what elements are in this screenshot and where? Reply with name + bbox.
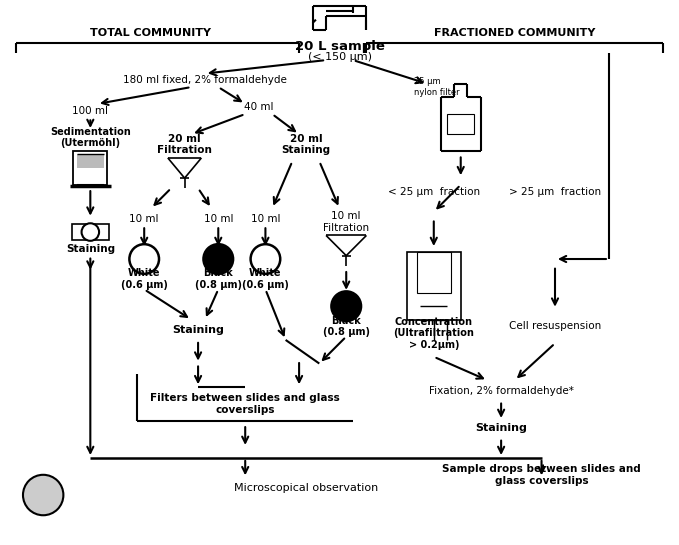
Text: Sample drops between slides and
glass coverslips: Sample drops between slides and glass co… xyxy=(442,464,641,486)
Text: 20 ml
Staining: 20 ml Staining xyxy=(281,134,331,155)
Text: Black
(0.8 μm): Black (0.8 μm) xyxy=(323,316,370,337)
Text: (< 150 μm): (< 150 μm) xyxy=(308,52,371,62)
Ellipse shape xyxy=(23,475,63,515)
Bar xyxy=(77,154,104,168)
Text: 20 L sample: 20 L sample xyxy=(295,40,384,53)
Text: White
(0.6 μm): White (0.6 μm) xyxy=(121,269,168,290)
Ellipse shape xyxy=(81,223,99,241)
Ellipse shape xyxy=(331,292,361,321)
Text: 25 μm
nylon filter: 25 μm nylon filter xyxy=(414,77,459,97)
Text: < 25 μm  fraction: < 25 μm fraction xyxy=(388,186,480,197)
Bar xyxy=(447,114,474,134)
Text: 180 ml fixed, 2% formaldehyde: 180 ml fixed, 2% formaldehyde xyxy=(123,75,287,86)
Text: Sedimentation
(Utermöhl): Sedimentation (Utermöhl) xyxy=(50,127,130,148)
Bar xyxy=(72,223,109,240)
Text: Staining: Staining xyxy=(66,244,115,254)
Text: 10 ml: 10 ml xyxy=(251,214,280,223)
Text: Filters between slides and glass
coverslips: Filters between slides and glass coversl… xyxy=(150,393,340,415)
Text: Staining: Staining xyxy=(172,325,224,335)
Text: 100 ml: 100 ml xyxy=(73,106,109,116)
Text: 20 ml
Filtration: 20 ml Filtration xyxy=(157,134,212,155)
Bar xyxy=(73,151,107,185)
Ellipse shape xyxy=(130,244,159,274)
Ellipse shape xyxy=(204,244,233,274)
Bar xyxy=(417,252,451,293)
Text: Microscopical observation: Microscopical observation xyxy=(234,483,378,493)
Text: Fixation, 2% formaldehyde*: Fixation, 2% formaldehyde* xyxy=(428,385,574,396)
Text: 10 ml
Filtration: 10 ml Filtration xyxy=(323,211,369,233)
Text: TOTAL COMMUNITY: TOTAL COMMUNITY xyxy=(90,28,211,38)
Text: 40 ml: 40 ml xyxy=(244,102,274,112)
Text: 10 ml: 10 ml xyxy=(130,214,159,223)
Text: 10 ml: 10 ml xyxy=(204,214,233,223)
Text: White
(0.6 μm): White (0.6 μm) xyxy=(242,269,289,290)
Text: Concentration
(Ultrafiltration
> 0.2μm): Concentration (Ultrafiltration > 0.2μm) xyxy=(393,317,474,350)
Ellipse shape xyxy=(251,244,280,274)
Bar xyxy=(407,252,461,320)
Text: Cell resuspension: Cell resuspension xyxy=(509,322,601,331)
Text: Staining: Staining xyxy=(475,422,527,433)
Text: FRACTIONED COMMUNITY: FRACTIONED COMMUNITY xyxy=(434,28,595,38)
Text: Black
(0.8 μm): Black (0.8 μm) xyxy=(195,269,242,290)
Text: > 25 μm  fraction: > 25 μm fraction xyxy=(509,186,601,197)
